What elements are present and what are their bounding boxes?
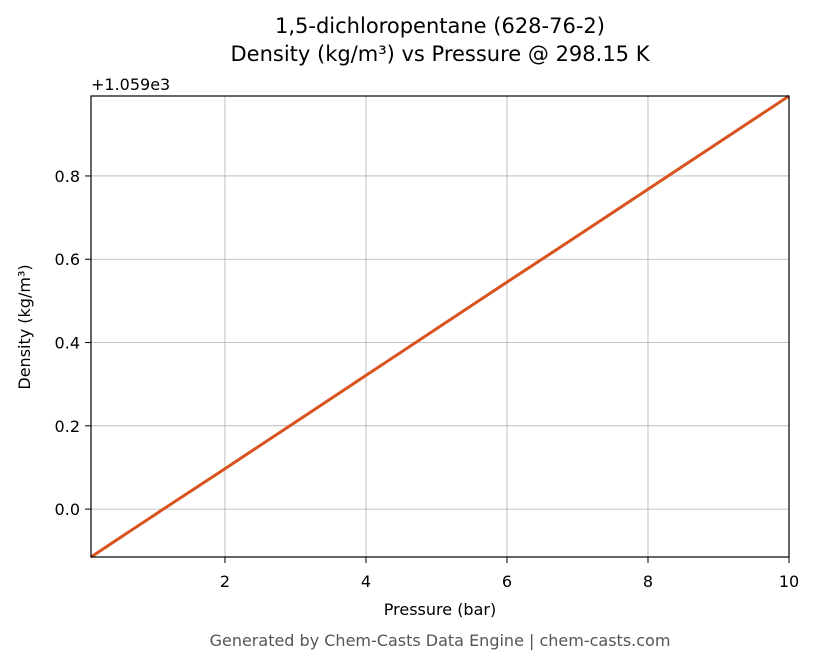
y-tick-label: 0.6 <box>55 250 80 269</box>
y-offset-label: +1.059e3 <box>91 75 170 94</box>
chart-subtitle: Density (kg/m³) vs Pressure @ 298.15 K <box>230 42 650 66</box>
chart-title: 1,5-dichloropentane (628-76-2) <box>275 14 605 38</box>
y-tick-label: 0.2 <box>55 417 80 436</box>
y-tick-label: 0.8 <box>55 167 80 186</box>
plot-frame <box>90 95 790 558</box>
x-axis-label: Pressure (bar) <box>384 600 496 619</box>
y-axis-label: Density (kg/m³) <box>15 264 34 389</box>
x-tick-label: 8 <box>643 572 653 591</box>
x-tick-label: 4 <box>361 572 371 591</box>
x-tick-label: 10 <box>779 572 799 591</box>
y-tick-label: 0.4 <box>55 334 80 353</box>
y-tick-label: 0.0 <box>55 500 80 519</box>
data-line <box>90 94 790 559</box>
x-tick-label: 2 <box>220 572 230 591</box>
footer: Generated by Chem-Casts Data Engine | ch… <box>210 631 671 650</box>
x-tick-label: 6 <box>502 572 512 591</box>
